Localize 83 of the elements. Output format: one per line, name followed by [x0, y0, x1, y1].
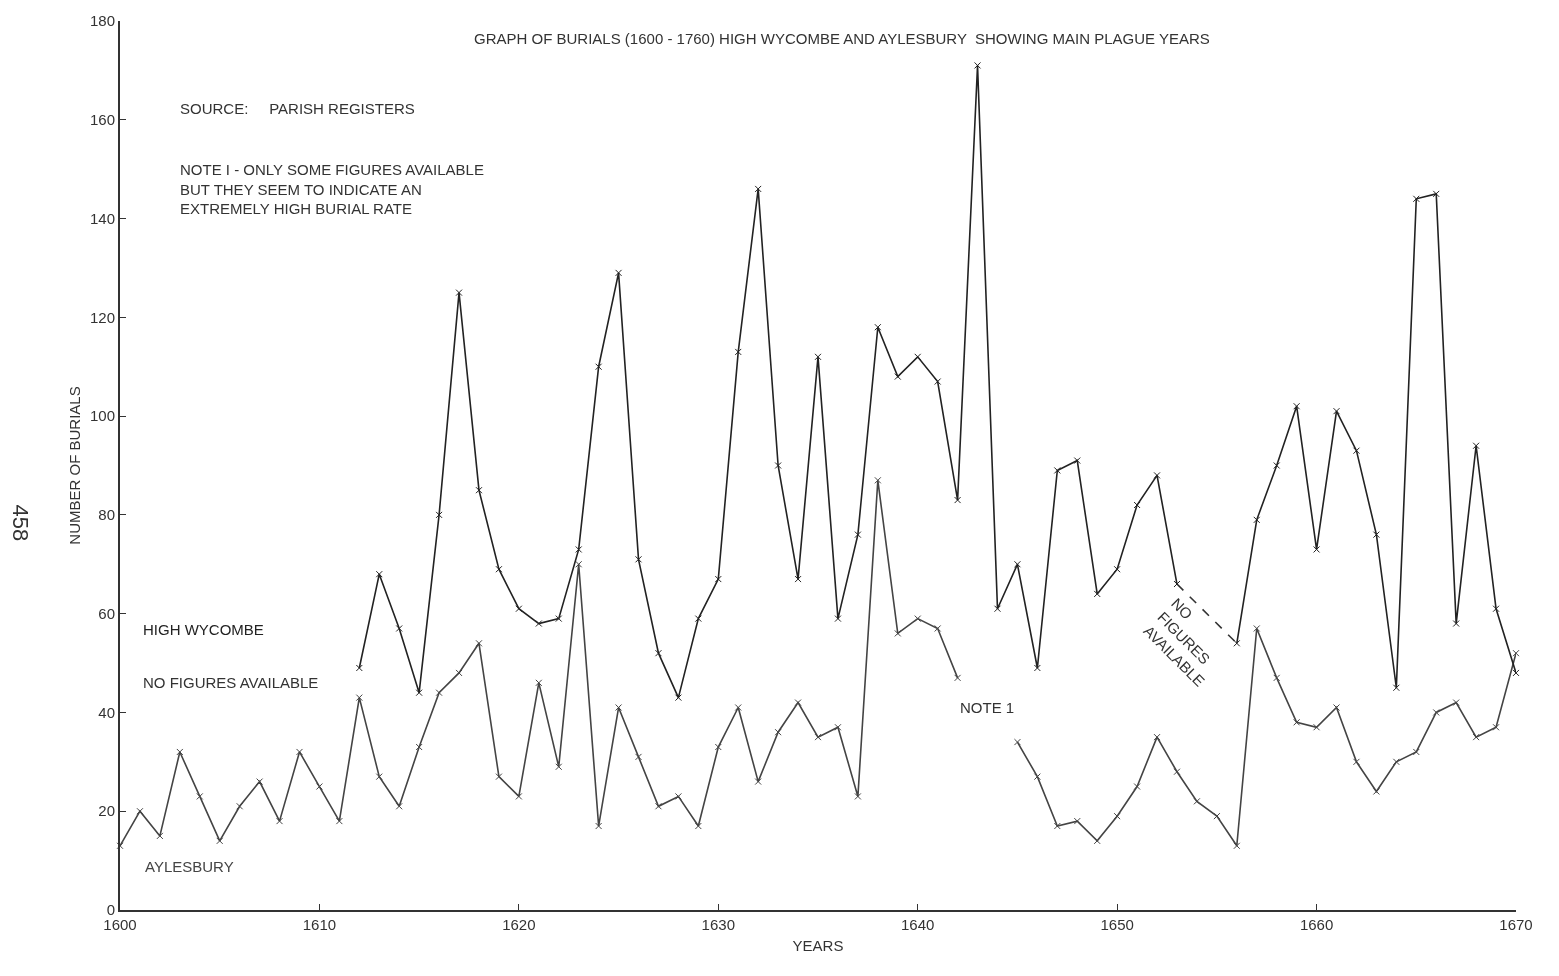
point: [834, 615, 842, 623]
point: [1392, 684, 1400, 692]
point: [1293, 402, 1301, 410]
point: [734, 348, 742, 356]
point: [1452, 620, 1460, 628]
x-tick-label: 1650: [1100, 916, 1134, 933]
point: [1073, 457, 1081, 465]
point: [914, 353, 922, 361]
x-tick-label: 1670: [1499, 916, 1533, 933]
point: [435, 511, 443, 519]
point: [1313, 545, 1321, 553]
point: [894, 373, 902, 381]
y-tick-label: 140: [89, 209, 115, 227]
point: [415, 689, 423, 697]
point: [754, 185, 762, 193]
y-tick-label: 180: [89, 12, 115, 30]
annotation: NO FIGURES AVAILABLE: [143, 674, 319, 691]
y-axis-title: NUMBER OF BURIALS: [65, 386, 83, 545]
point: [1372, 531, 1380, 539]
point: [555, 615, 563, 623]
point: [395, 624, 403, 632]
y-tick-label: 40: [98, 703, 115, 721]
point: [575, 545, 583, 553]
x-tick-label: 1620: [502, 916, 536, 933]
point: [1113, 565, 1121, 573]
point: [854, 531, 862, 539]
series-label: AYLESBURY: [145, 858, 234, 875]
point: [874, 323, 882, 331]
text: 458: [7, 504, 33, 542]
point: [1013, 560, 1021, 568]
point: [774, 462, 782, 469]
point: [814, 353, 822, 361]
y-tick-label: 60: [98, 604, 115, 622]
point: [495, 565, 503, 573]
x-tick-label: 1660: [1299, 916, 1334, 933]
point: [714, 575, 722, 583]
point: [355, 664, 363, 672]
point: [654, 649, 662, 657]
y-tick-label: 0: [106, 901, 115, 919]
point: [1053, 466, 1061, 474]
point: [475, 486, 483, 494]
point: [1492, 605, 1500, 613]
point: [1093, 590, 1101, 598]
text: HIGH WYCOMBE: [143, 621, 264, 638]
y-tick-label: 20: [98, 802, 115, 820]
point: [1133, 501, 1141, 509]
point: [1333, 407, 1341, 415]
y-tick-label: 100: [89, 407, 115, 425]
point: [1153, 471, 1161, 479]
point: [1352, 447, 1360, 455]
x-tick-label: 1610: [302, 916, 337, 933]
annotation: SOURCE: PARISH REGISTERS: [180, 100, 415, 117]
point: [1253, 516, 1261, 524]
point: [615, 269, 623, 277]
y-tick-label: 160: [89, 111, 115, 129]
annotation: NOTE I - ONLY SOME FIGURES AVAILABLE BUT THEY SEEM TO INDICATE AN EXTREMELY HIGH BURIAL RATE: [180, 161, 484, 217]
point: [1472, 442, 1480, 450]
y-tick-label: 120: [89, 308, 115, 326]
y-tick-label: 80: [98, 506, 115, 524]
point: [455, 289, 463, 297]
x-tick-label: 1600: [103, 916, 137, 933]
point: [375, 570, 383, 578]
point: [1412, 195, 1420, 203]
point: [794, 575, 802, 583]
text: GRAPH OF BURIALS (1600 - 1760) HIGH WYCOMBE AND AYLESBURY SHOWING MAIN PLAGUE YEARS: [474, 30, 1210, 47]
point: [1273, 462, 1281, 469]
point: [694, 615, 702, 623]
x-axis-title: YEARS: [792, 936, 844, 954]
point: [993, 605, 1001, 613]
point: [635, 555, 643, 563]
x-tick-label: 1640: [901, 916, 935, 933]
point: [515, 605, 523, 613]
point: [1033, 664, 1041, 672]
point: [595, 363, 603, 371]
point: [934, 378, 942, 386]
x-tick-label: 1630: [701, 916, 735, 933]
point: [954, 496, 962, 504]
point: [1233, 639, 1241, 647]
point: [974, 61, 982, 69]
annotation: NOTE 1: [960, 699, 1015, 716]
point: [535, 620, 543, 628]
point: [674, 694, 682, 702]
point: [1432, 190, 1440, 198]
